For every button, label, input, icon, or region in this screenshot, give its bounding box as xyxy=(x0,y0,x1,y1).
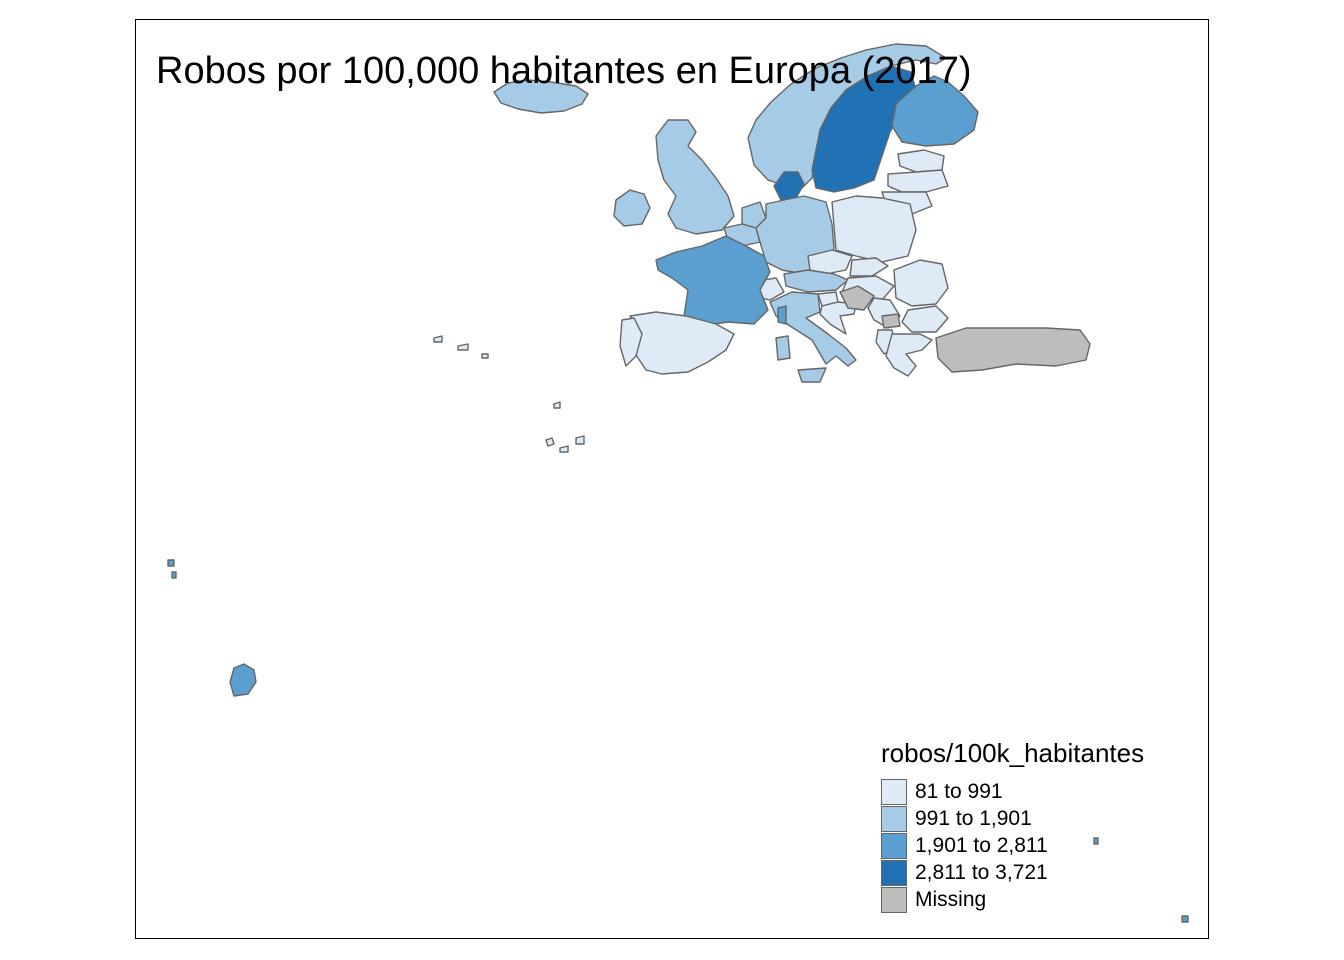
region-reunion[interactable] xyxy=(1181,915,1189,923)
legend-swatch xyxy=(881,805,907,832)
region-kosovo[interactable] xyxy=(881,313,901,329)
region-finland[interactable] xyxy=(891,75,979,147)
region-estonia[interactable] xyxy=(897,149,945,173)
legend-swatch xyxy=(881,886,907,913)
region-bosnia[interactable] xyxy=(839,285,875,311)
legend-swatch xyxy=(881,859,907,886)
legend-label: 2,811 to 3,721 xyxy=(915,860,1048,884)
region-sicily[interactable] xyxy=(797,367,827,383)
region-iceland[interactable] xyxy=(493,79,589,114)
region-sweden[interactable] xyxy=(811,65,917,193)
legend-item: 2,811 to 3,721 xyxy=(881,859,1144,886)
region-greece[interactable] xyxy=(885,333,933,377)
region-italy[interactable] xyxy=(769,291,857,367)
legend-label: 991 to 1,901 xyxy=(915,806,1032,830)
region-madeira[interactable] xyxy=(553,401,561,409)
map-frame: Robos por 100,000 habitantes en Europa (… xyxy=(135,19,1209,939)
region-portugal[interactable] xyxy=(619,317,643,367)
region-sardinia[interactable] xyxy=(775,335,791,361)
legend-swatch xyxy=(881,832,907,859)
region-latvia[interactable] xyxy=(887,169,949,193)
region-bulgaria[interactable] xyxy=(901,305,949,333)
region-ireland[interactable] xyxy=(613,189,651,227)
legend-swatch xyxy=(881,778,907,805)
region-azores[interactable] xyxy=(433,335,489,359)
region-slovakia[interactable] xyxy=(849,257,889,277)
region-romania[interactable] xyxy=(893,259,949,307)
legend-item: 991 to 1,901 xyxy=(881,805,1144,832)
region-canary-islands[interactable] xyxy=(545,435,585,453)
region-guadeloupe[interactable] xyxy=(167,559,177,579)
region-croatia[interactable] xyxy=(819,301,857,335)
legend-item: Missing xyxy=(881,886,1144,913)
map-legend: robos/100k_habitantes 81 to 991 991 to 1… xyxy=(881,740,1144,913)
legend-label: 1,901 to 2,811 xyxy=(915,833,1048,857)
legend-item: 81 to 991 xyxy=(881,778,1144,805)
legend-label: 81 to 991 xyxy=(915,779,1003,803)
region-corsica[interactable] xyxy=(777,305,787,325)
region-french-guiana[interactable] xyxy=(229,663,257,697)
region-france[interactable] xyxy=(655,235,771,327)
legend-label: Missing xyxy=(915,887,987,911)
legend-item: 1,901 to 2,811 xyxy=(881,832,1144,859)
legend-title: robos/100k_habitantes xyxy=(881,738,1145,768)
region-mayotte[interactable] xyxy=(1093,837,1099,845)
europe-map xyxy=(167,43,1189,923)
region-poland[interactable] xyxy=(831,195,917,263)
region-turkey[interactable] xyxy=(935,327,1091,373)
region-united-kingdom[interactable] xyxy=(655,119,735,235)
region-austria[interactable] xyxy=(783,269,849,293)
map-title: Robos por 100,000 habitantes en Europa (… xyxy=(156,50,972,92)
